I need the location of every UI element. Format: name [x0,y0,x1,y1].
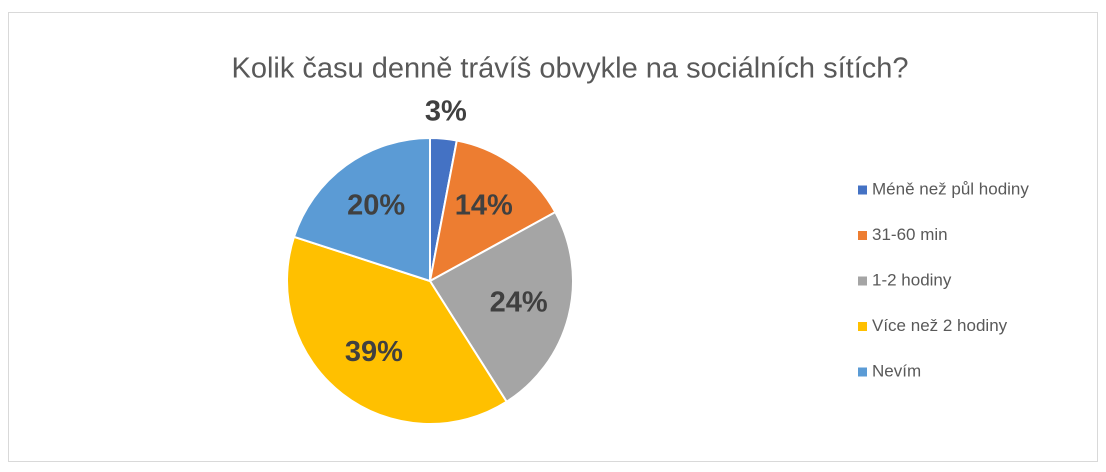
legend-marker [858,322,867,331]
legend-label: Méně než půl hodiny [872,179,1029,198]
data-label: 20% [347,190,405,222]
pie-slice [428,210,574,404]
legend-marker [858,231,867,240]
legend-marker [858,276,867,286]
data-label: 39% [345,336,403,368]
legend-label: 31-60 min [872,225,948,244]
legend-marker [858,367,867,377]
pie-slice [292,136,431,283]
legend-label: Více než 2 hodiny [872,316,1008,335]
data-label: 14% [455,190,513,222]
data-label: 3% [425,96,467,128]
legend-marker [858,185,867,195]
pie-slice [286,235,509,425]
legend-label: 1-2 hodiny [872,270,952,289]
pie-slice [428,139,557,283]
data-label: 24% [490,286,548,318]
chart-title: Kolik času denně trávíš obvykle na sociá… [231,53,908,85]
legend-label: Nevím [872,361,921,380]
